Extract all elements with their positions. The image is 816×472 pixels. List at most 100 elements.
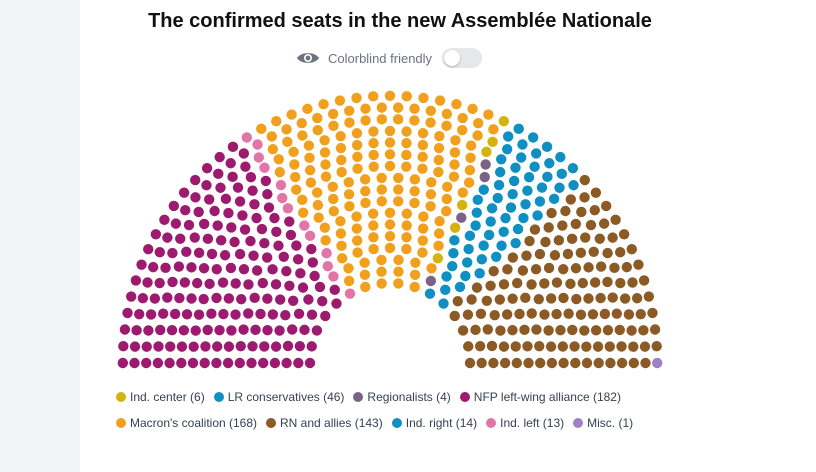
seat-macron-s-coalition (384, 207, 396, 218)
seat-rn-and-allies (607, 232, 618, 243)
seat-nfp-left-wing-alliance (236, 293, 247, 305)
seat-nfp-left-wing-alliance (287, 295, 299, 306)
legend-item-ind-left-13: Ind. left (13) (486, 416, 564, 430)
seat-rn-and-allies (494, 294, 506, 305)
seat-lr-conservatives (463, 243, 474, 255)
seat-lr-conservatives (536, 182, 548, 193)
seat-macron-s-coalition (376, 184, 387, 195)
seat-nfp-left-wing-alliance (118, 341, 129, 352)
seat-rn-and-allies (615, 277, 626, 289)
seat-macron-s-coalition (384, 160, 396, 172)
seat-macron-s-coalition (393, 278, 404, 289)
seat-nfp-left-wing-alliance (167, 276, 178, 288)
seat-rn-and-allies (599, 308, 611, 320)
seat-ind-center (498, 116, 509, 127)
seat-nfp-left-wing-alliance (131, 325, 142, 336)
seat-nfp-left-wing-alliance (281, 265, 292, 277)
seat-nfp-left-wing-alliance (190, 325, 201, 336)
seat-macron-s-coalition (352, 151, 363, 163)
seat-macron-s-coalition (344, 117, 355, 128)
seat-macron-s-coalition (303, 140, 315, 151)
seat-macron-s-coalition (336, 166, 347, 178)
seat-macron-s-coalition (304, 152, 315, 164)
seat-macron-s-coalition (368, 232, 379, 243)
seat-macron-s-coalition (296, 194, 308, 206)
seat-macron-s-coalition (320, 235, 331, 246)
seat-rn-and-allies (507, 252, 519, 263)
legend-label: Ind. center (6) (130, 390, 205, 404)
seat-rn-and-allies (539, 309, 550, 320)
seat-nfp-left-wing-alliance (155, 324, 166, 336)
seat-rn-and-allies (565, 278, 576, 290)
seat-rn-and-allies (639, 341, 651, 352)
seat-rn-and-allies (590, 187, 602, 198)
seat-nfp-left-wing-alliance (269, 357, 281, 369)
seat-ind-center (487, 136, 498, 148)
seat-ind-right (474, 268, 485, 279)
seat-nfp-left-wing-alliance (223, 341, 235, 352)
seat-macron-s-coalition (291, 184, 302, 195)
seat-rn-and-allies (605, 357, 616, 369)
seat-rn-and-allies (463, 341, 474, 352)
seat-nfp-left-wing-alliance (269, 212, 280, 224)
colorblind-toggle-switch[interactable] (442, 48, 483, 68)
seat-macron-s-coalition (351, 92, 362, 104)
seat-rn-and-allies (647, 307, 658, 319)
seat-rn-and-allies (623, 309, 635, 320)
seat-rn-and-allies (575, 247, 587, 258)
seat-nfp-left-wing-alliance (179, 277, 191, 288)
seat-ind-right (510, 238, 521, 249)
seat-macron-s-coalition (351, 235, 363, 246)
seat-macron-s-coalition (376, 172, 387, 184)
seat-lr-conservatives (505, 202, 517, 213)
seat-rn-and-allies (540, 236, 551, 248)
seat-nfp-left-wing-alliance (234, 248, 246, 260)
seat-macron-s-coalition (418, 211, 429, 222)
seat-ind-left (304, 230, 316, 242)
legend-swatch (391, 418, 402, 428)
seat-nfp-left-wing-alliance (306, 309, 318, 320)
seat-regionalists (425, 275, 437, 287)
seat-rn-and-allies (526, 279, 537, 290)
seat-ind-center (432, 253, 444, 264)
seat-macron-s-coalition (457, 112, 468, 124)
seat-macron-s-coalition (368, 126, 379, 137)
legend-label: NFP left-wing alliance (182) (473, 390, 621, 404)
seat-lr-conservatives (530, 148, 542, 159)
seat-nfp-left-wing-alliance (198, 293, 209, 305)
seat-rn-and-allies (619, 293, 631, 304)
seat-nfp-left-wing-alliance (136, 259, 147, 270)
seat-macron-s-coalition (401, 232, 412, 243)
seat-rn-and-allies (618, 229, 630, 240)
toggle-knob[interactable] (444, 50, 461, 66)
seat-rn-and-allies (471, 282, 483, 293)
seat-nfp-left-wing-alliance (250, 324, 261, 336)
seat-nfp-left-wing-alliance (190, 192, 201, 203)
seat-macron-s-coalition (360, 281, 371, 293)
seat-lr-conservatives (478, 184, 489, 195)
seat-nfp-left-wing-alliance (287, 324, 298, 335)
seat-macron-s-coalition (433, 228, 445, 239)
seat-nfp-left-wing-alliance (211, 357, 222, 369)
seat-nfp-left-wing-alliance (329, 284, 340, 296)
seat-nfp-left-wing-alliance (303, 294, 314, 305)
seat-lr-conservatives (517, 139, 528, 150)
seat-rn-and-allies (545, 293, 557, 304)
seat-nfp-left-wing-alliance (234, 357, 245, 369)
seat-rn-and-allies (598, 218, 610, 229)
seat-nfp-left-wing-alliance (176, 357, 187, 369)
seat-macron-s-coalition (401, 149, 412, 161)
seat-macron-s-coalition (450, 135, 461, 146)
seat-macron-s-coalition (320, 171, 332, 182)
seat-macron-s-coalition (393, 184, 404, 195)
seat-rn-and-allies (581, 357, 593, 369)
seat-rn-and-allies (511, 277, 523, 289)
seat-rn-and-allies (627, 277, 638, 288)
seat-ind-left (282, 203, 294, 214)
seat-rn-and-allies (602, 247, 613, 259)
seat-macron-s-coalition (409, 185, 420, 197)
seat-macron-s-coalition (425, 105, 436, 116)
seat-lr-conservatives (520, 199, 531, 210)
seat-nfp-left-wing-alliance (247, 185, 258, 196)
seat-rn-and-allies (543, 325, 554, 336)
